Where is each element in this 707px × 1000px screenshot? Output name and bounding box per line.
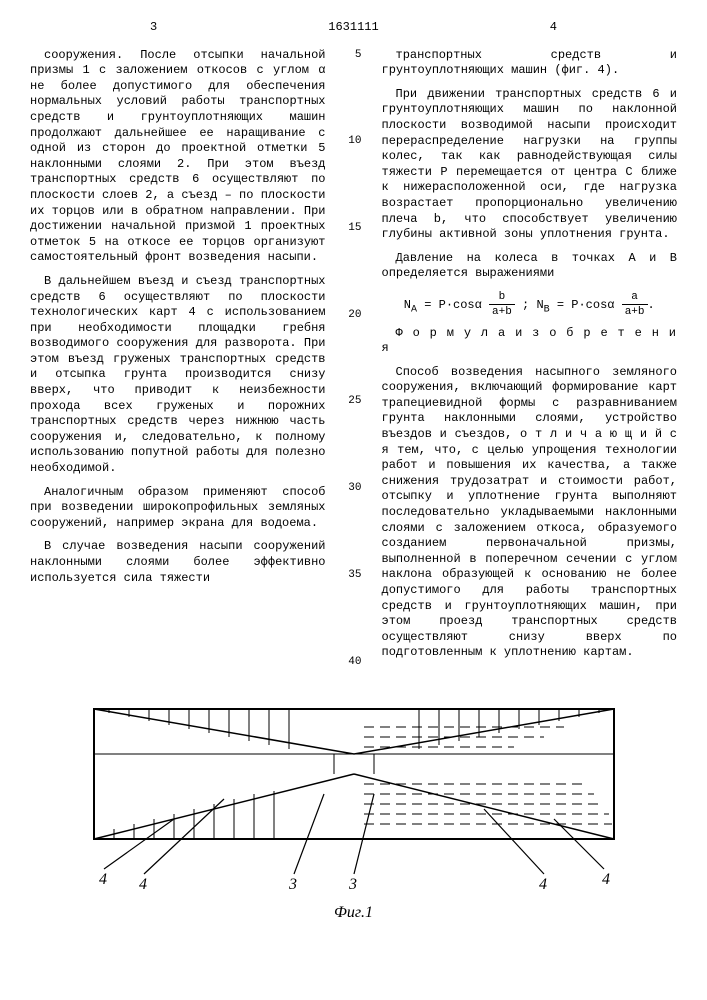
right-p4: Способ возведения насыпного земляного со…	[382, 365, 678, 661]
line-number-gutter: 5 10 15 20 25 30 35 40	[346, 48, 362, 669]
text-columns: сооружения. После отсыпки начальной приз…	[30, 48, 677, 669]
line-num: 30	[346, 481, 362, 495]
right-p3: Давление на колеса в точках A и B опреде…	[382, 251, 678, 282]
left-p1: сооружения. После отсыпки начальной приз…	[30, 48, 326, 266]
line-num: 25	[346, 394, 362, 408]
formula-nb: N	[536, 298, 543, 312]
left-p2: В дальнейшем въезд и съезд транспортных …	[30, 274, 326, 477]
formula: NA = P·cosα ba+b ; NB = P·cosα aa+b.	[382, 290, 678, 320]
line-num: 35	[346, 568, 362, 582]
line-num: 20	[346, 308, 362, 322]
callout-4d: 4	[602, 871, 610, 888]
callout-3a: 3	[288, 876, 297, 893]
callout-4c: 4	[539, 876, 547, 893]
right-p1: транспортных средств и грунтоуплотняющих…	[382, 48, 678, 79]
page-num-right: 4	[550, 20, 557, 36]
left-p3: Аналогичным образом применяют способ при…	[30, 485, 326, 532]
figure-1: 4 4 3 3 4 4 Фиг.1	[30, 699, 677, 924]
formula-na: N	[404, 298, 411, 312]
callout-4b: 4	[139, 876, 147, 893]
frac-b: aa+b	[622, 290, 648, 320]
formula-eq1: = P·cosα	[417, 298, 482, 312]
right-p2: При движении транспортных средств 6 и гр…	[382, 87, 678, 243]
left-p4: В случае возведения насыпи сооружений на…	[30, 539, 326, 586]
line-num: 40	[346, 655, 362, 669]
callout-4a: 4	[99, 871, 107, 888]
formula-end: .	[648, 298, 655, 312]
page-num-left: 3	[150, 20, 157, 36]
line-num: 5	[346, 48, 362, 62]
callout-3b: 3	[348, 876, 357, 893]
formula-sep: ;	[522, 298, 536, 312]
page-header: 3 1631111 4	[30, 20, 677, 36]
doc-number: 1631111	[328, 20, 378, 36]
right-column: транспортных средств и грунтоуплотняющих…	[382, 48, 678, 669]
frac-a: ba+b	[489, 290, 515, 320]
figure-label: Фиг.1	[30, 903, 677, 924]
line-num: 10	[346, 134, 362, 148]
line-num: 15	[346, 221, 362, 235]
figure-svg: 4 4 3 3 4 4	[64, 699, 644, 899]
left-column: сооружения. После отсыпки начальной приз…	[30, 48, 326, 669]
formula-eq2: = P·cosα	[550, 298, 615, 312]
formula-title: Ф о р м у л а и з о б р е т е н и я	[382, 326, 678, 357]
